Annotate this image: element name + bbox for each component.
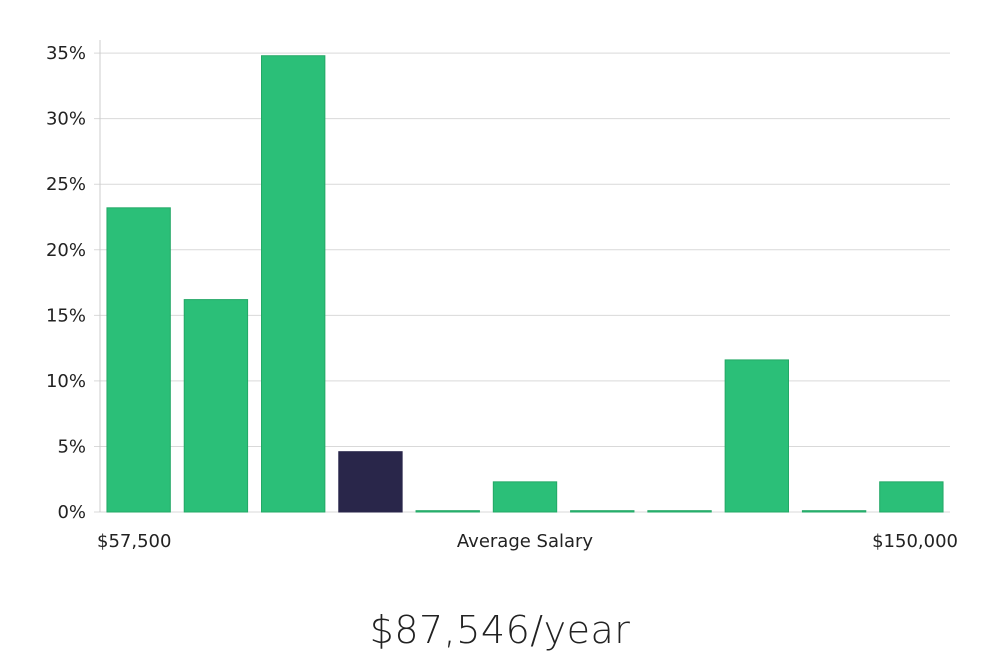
y-tick-label: 5% [57, 436, 86, 457]
y-tick-label: 30% [46, 109, 86, 130]
y-tick-label: 10% [46, 371, 86, 392]
bar-7 [647, 510, 712, 513]
salary-histogram: 0% 5% 10% 15% 20% 25% 30% 35% $57,500 Average S… [46, 40, 958, 552]
bar-10 [879, 481, 944, 513]
bar-8 [724, 359, 789, 513]
y-tick-label: 25% [46, 174, 86, 195]
bar-highlighted [338, 451, 403, 513]
x-max-label: $150,000 [872, 531, 958, 552]
y-axis-ticks: 0% 5% 10% 15% 20% 25% 30% 35% [46, 43, 86, 523]
y-tick-label: 0% [57, 502, 86, 523]
bar-0 [106, 207, 171, 513]
bar-4 [415, 510, 480, 513]
y-tick-label: 20% [46, 240, 86, 261]
bar-2 [261, 55, 326, 513]
average-salary-value: $87,546/year [369, 608, 631, 652]
bar-9 [801, 510, 867, 513]
bar-6 [570, 510, 635, 513]
y-tick-label: 35% [46, 43, 86, 64]
x-min-label: $57,500 [97, 531, 171, 552]
bar-1 [183, 299, 249, 513]
bar-5 [492, 481, 558, 513]
bars [106, 55, 944, 513]
y-tick-label: 15% [46, 305, 86, 326]
x-axis-title: Average Salary [457, 531, 594, 552]
